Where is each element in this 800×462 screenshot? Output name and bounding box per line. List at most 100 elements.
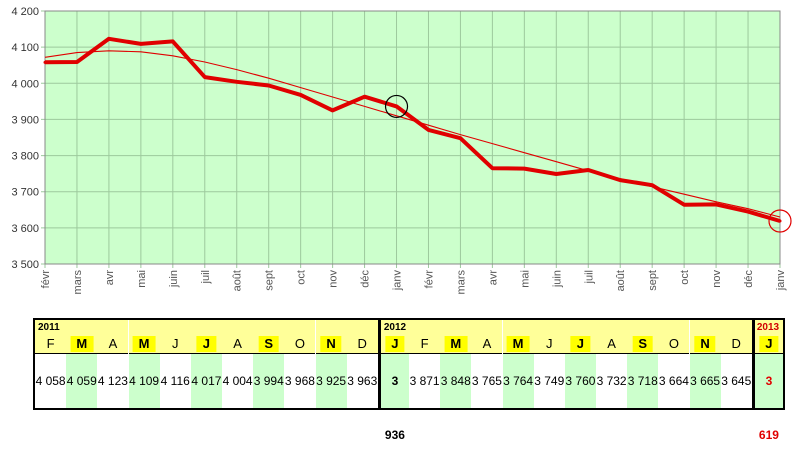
month-header: D xyxy=(346,335,378,354)
month-header: A xyxy=(97,335,129,354)
x-tick-label: oct xyxy=(679,270,691,285)
year-label xyxy=(97,320,129,335)
month-header: J xyxy=(380,335,409,354)
value-cell: 4 017 xyxy=(190,354,222,408)
month-header: A xyxy=(471,335,503,354)
table-column: A 4 004 xyxy=(222,320,254,408)
highlight-circle xyxy=(384,94,409,119)
x-tick-label: juil xyxy=(583,270,595,284)
month-initial: A xyxy=(607,336,616,351)
year-label: 2012 xyxy=(380,320,409,335)
x-tick-label: oct xyxy=(296,270,308,285)
x-tick-label: mai xyxy=(136,270,148,288)
table-column: M 4 059 xyxy=(66,320,98,408)
month-header: F xyxy=(35,335,67,354)
value-cell: 3 968 xyxy=(284,374,315,388)
month-header: M xyxy=(128,335,160,354)
value-cell: 3 765 xyxy=(471,374,502,388)
value-cell: 4 059 xyxy=(66,354,98,408)
table-column: M 3 764 xyxy=(502,320,534,408)
value-cell: 3 645 xyxy=(721,374,752,388)
month-header: S xyxy=(253,335,285,354)
table-column: D 3 645 xyxy=(720,320,752,408)
table-column: J 4 116 xyxy=(159,320,191,408)
month-initial: F xyxy=(46,336,55,351)
month-initial: M xyxy=(506,336,530,352)
x-tick-label: avr xyxy=(104,270,116,286)
month-header: N xyxy=(689,335,721,354)
month-initial: F xyxy=(420,336,429,351)
year-label xyxy=(440,320,472,335)
month-header: N xyxy=(315,335,347,354)
monthly-values-table: 2011 F 4 058 M 4 059 A 4 123 M 4 109 J 4 116 J 4 017… xyxy=(33,318,785,442)
x-tick-label: sept xyxy=(647,270,659,291)
year-label xyxy=(409,320,441,335)
value-cell: 3 925 xyxy=(315,354,347,408)
value-cell: 4 109 xyxy=(128,354,160,408)
month-initial: J xyxy=(759,336,779,352)
month-header: J xyxy=(190,335,222,354)
month-header: J xyxy=(754,335,783,354)
table-column: N 3 665 xyxy=(689,320,721,408)
value-cell: 3 848 xyxy=(440,354,472,408)
table-column: A 3 732 xyxy=(596,320,628,408)
x-tick-label: janv xyxy=(775,270,787,292)
month-initial: J xyxy=(171,336,179,351)
table-column: N 3 925 xyxy=(315,320,347,408)
x-tick-label: déc xyxy=(360,270,372,288)
month-header: F xyxy=(409,335,441,354)
y-tick-label: 3 700 xyxy=(11,187,39,199)
month-header: A xyxy=(596,335,628,354)
table-column: 2013 J 3 619 xyxy=(751,320,783,442)
x-tick-label: avr xyxy=(487,270,499,286)
month-header: O xyxy=(658,335,690,354)
month-header: O xyxy=(284,335,316,354)
year-label xyxy=(253,320,285,335)
table-column: J 4 017 xyxy=(190,320,222,408)
year-label xyxy=(315,320,347,335)
value-cell: 4 058 xyxy=(35,374,66,388)
year-label xyxy=(596,320,628,335)
x-tick-label: sept xyxy=(264,270,276,291)
highlight-circle xyxy=(768,209,792,233)
year-label xyxy=(689,320,721,335)
month-header: M xyxy=(66,335,98,354)
plot-area xyxy=(45,11,780,264)
year-label xyxy=(346,320,378,335)
value-cell: 3 936 xyxy=(380,354,409,442)
table-column: 2012 J 3 936 xyxy=(377,320,409,442)
x-tick-label: déc xyxy=(743,270,755,288)
table-column: J 3 749 xyxy=(533,320,565,408)
month-initial: N xyxy=(694,336,716,352)
y-axis-ticks: 3 500 3 600 3 700 3 800 3 900 4 000 4 100 4 200 xyxy=(11,6,39,271)
month-initial: A xyxy=(233,336,242,351)
value-cell: 3 619 xyxy=(754,354,783,442)
y-tick-label: 3 800 xyxy=(11,151,39,163)
y-tick-label: 4 100 xyxy=(11,42,39,54)
month-initial: J xyxy=(545,336,553,351)
month-initial: D xyxy=(731,336,741,351)
month-header: S xyxy=(627,335,659,354)
table-column: A 4 123 xyxy=(97,320,129,408)
x-tick-label: févr xyxy=(423,270,435,289)
table-column: O 3 968 xyxy=(284,320,316,408)
y-tick-label: 4 000 xyxy=(11,78,39,90)
table-column: D 3 963 xyxy=(346,320,378,408)
value-cell: 3 764 xyxy=(502,354,534,408)
x-tick-label: mai xyxy=(519,270,531,288)
year-label xyxy=(471,320,503,335)
month-initial: A xyxy=(108,336,118,351)
plot-border xyxy=(44,10,781,265)
month-initial: M xyxy=(70,336,94,352)
month-initial: O xyxy=(668,336,679,351)
month-initial: J xyxy=(570,336,591,352)
value-cell: 3 664 xyxy=(658,374,689,388)
value-cell: 4 116 xyxy=(160,374,190,388)
year-label xyxy=(627,320,659,335)
year-label xyxy=(66,320,98,335)
year-label xyxy=(564,320,596,335)
table-column: S 3 718 xyxy=(627,320,659,408)
y-tick-label: 3 900 xyxy=(11,114,39,126)
month-header: J xyxy=(533,335,565,354)
x-tick-label: nov xyxy=(711,270,723,288)
